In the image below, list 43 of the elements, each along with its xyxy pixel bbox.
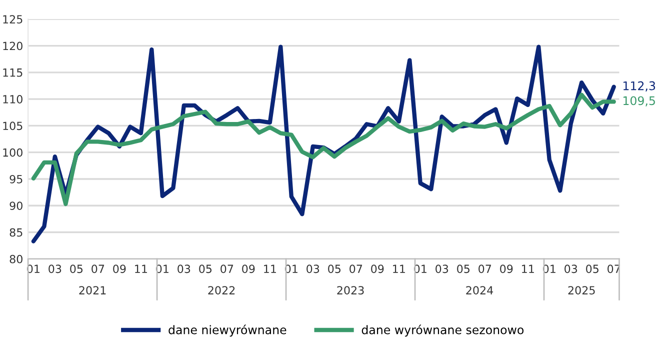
x-tick-label: 09 (371, 264, 384, 274)
x-tick-label: 03 (436, 264, 448, 274)
y-tick-label: 85 (10, 228, 22, 237)
text: 2023 (337, 286, 364, 295)
x-tick-label: 07 (92, 264, 104, 274)
x-tick-label: 07 (220, 264, 234, 274)
y-tick-label: 80 (10, 254, 22, 264)
x-tick-label: 03 (306, 264, 320, 274)
text: 2021 (79, 286, 106, 295)
x-tick-label: 05 (328, 264, 340, 274)
x-tick-label: 05 (70, 264, 83, 274)
x-tick-label: 11 (135, 264, 147, 273)
y-tick-label: 125 (3, 15, 22, 24)
text: 2025 (568, 286, 595, 295)
x-tick-label: 11 (264, 264, 276, 273)
text: 2024 (466, 286, 494, 295)
x-tick-label: 05 (457, 264, 470, 274)
y-tick-label: 105 (3, 122, 22, 130)
x-tick-label: 07 (478, 264, 491, 274)
x-tick-label: 07 (350, 264, 362, 274)
line-series (31, 92, 616, 206)
x-tick-label: 11 (522, 264, 534, 273)
text: 2022 (208, 286, 235, 295)
x-tick-label: 09 (113, 264, 126, 274)
y-tick-label: 115 (3, 68, 22, 77)
data-label: 112,3 (623, 81, 656, 92)
y-tick-label: 120 (3, 42, 22, 50)
x-tick-label: 11 (393, 264, 405, 273)
y-tick-label: 100 (3, 148, 22, 157)
x-tick-label: 03 (564, 264, 578, 274)
x-tick-label: 09 (242, 264, 255, 274)
x-tick-label: 09 (500, 264, 513, 274)
y-tick-label: 90 (10, 202, 22, 210)
legend-label: dane wyrównane sezonowo (362, 324, 524, 337)
x-tick-label: 05 (199, 264, 212, 274)
legend-label: dane niewyrównane (168, 324, 286, 337)
data-label: 109,5 (623, 96, 655, 106)
y-tick-label: 95 (10, 174, 22, 184)
x-tick-label: 03 (48, 264, 62, 274)
x-tick-label: 03 (178, 264, 190, 274)
x-tick-label: 05 (586, 264, 598, 274)
y-tick-label: 110 (3, 95, 22, 104)
x-tick-label: 07 (608, 264, 620, 274)
